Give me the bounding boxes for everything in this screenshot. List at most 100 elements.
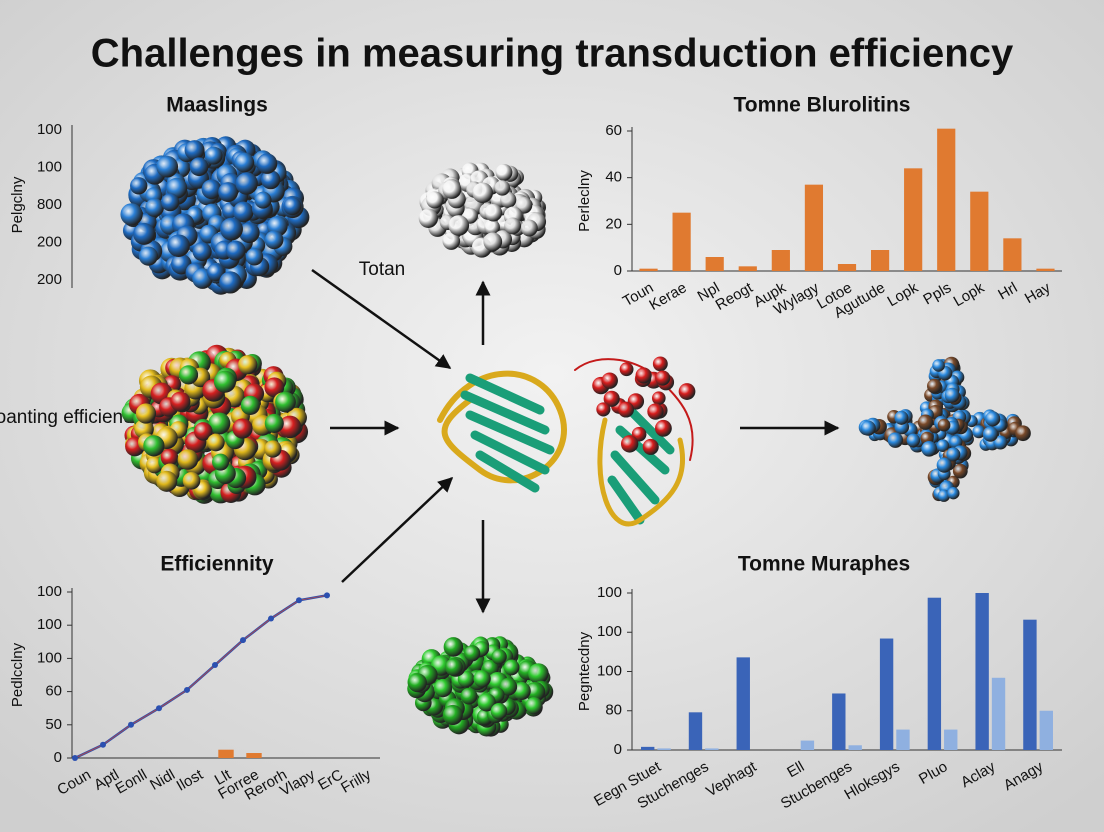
atom (225, 240, 246, 261)
atom (275, 391, 296, 413)
atom (651, 391, 666, 406)
atom (189, 157, 209, 177)
atom (484, 219, 500, 236)
atom (921, 440, 937, 457)
atom (457, 670, 475, 688)
atom (512, 681, 531, 700)
atom (133, 222, 155, 245)
bar (970, 191, 989, 271)
y-tick-label: 100 (37, 616, 62, 633)
point (184, 686, 190, 693)
y-tick-label: 0 (614, 262, 622, 279)
chart-title: Tomne Blurolitins (734, 94, 911, 117)
atom (264, 413, 284, 433)
atom (460, 687, 478, 705)
bar (639, 268, 658, 271)
point (100, 741, 106, 748)
atom (936, 439, 950, 453)
bar (688, 712, 703, 750)
bar (937, 128, 956, 271)
molecule-green (407, 636, 554, 737)
atom (483, 232, 503, 252)
atom (213, 370, 237, 393)
atom (655, 370, 671, 386)
label: Totan (359, 259, 405, 280)
bar (1039, 710, 1053, 750)
atom (932, 359, 945, 372)
y-tick-label: 200 (37, 233, 62, 250)
atom (494, 180, 511, 196)
point (296, 597, 302, 604)
atom (525, 697, 543, 715)
molecule-multicolor (121, 344, 309, 504)
bar (848, 745, 862, 750)
atom (120, 203, 143, 226)
bar (975, 593, 989, 750)
atom (130, 177, 148, 195)
atom (264, 230, 284, 250)
atom (499, 677, 518, 696)
atom (207, 433, 225, 452)
atom (477, 693, 496, 712)
chart-title: Tomne Muraphes (738, 553, 910, 576)
atom (160, 448, 179, 467)
atom (894, 410, 909, 425)
atom (993, 435, 1008, 450)
atom (944, 387, 960, 403)
bar (896, 729, 910, 750)
bar (705, 748, 719, 750)
atom (135, 403, 157, 424)
atom (170, 391, 191, 412)
point (128, 721, 134, 728)
atom (192, 242, 212, 262)
y-tick-label: 100 (37, 649, 62, 666)
atom (448, 215, 470, 236)
y-tick-label: 100 (37, 121, 62, 138)
molecule-blue (120, 136, 310, 295)
bar (837, 264, 857, 271)
bar (657, 748, 671, 750)
atom (504, 217, 522, 235)
y-tick-label: 200 (37, 271, 62, 288)
atom (952, 463, 968, 479)
atom (647, 403, 664, 420)
bar (641, 746, 655, 750)
atom (201, 179, 222, 200)
y-tick-label: 80 (605, 702, 622, 719)
atom (464, 645, 481, 662)
atom (145, 198, 164, 217)
bar (904, 168, 923, 271)
atom (491, 649, 507, 665)
bar (800, 740, 815, 750)
atom (472, 182, 493, 204)
atom (484, 203, 503, 222)
atom (442, 704, 463, 726)
bar (927, 597, 942, 750)
atom (264, 377, 285, 398)
y-tick-label: 0 (614, 741, 622, 758)
atom (240, 395, 260, 416)
atom (177, 449, 199, 470)
atom (220, 217, 243, 241)
atom (620, 435, 639, 453)
atom (208, 412, 231, 435)
atom (500, 191, 517, 208)
y-tick-label: 60 (605, 122, 622, 139)
point (268, 615, 274, 622)
atom (520, 219, 538, 237)
atom (442, 180, 462, 199)
atom (194, 422, 213, 441)
atom (238, 355, 258, 375)
bar (705, 257, 724, 271)
atom (937, 418, 951, 432)
atom (601, 372, 618, 389)
bar (944, 729, 958, 750)
atom (528, 663, 549, 684)
atom (936, 457, 952, 473)
atom (218, 182, 239, 202)
protein-ribbon (437, 358, 694, 527)
atom (238, 222, 260, 244)
atom (245, 248, 264, 266)
y-tick-label: 60 (45, 683, 62, 700)
